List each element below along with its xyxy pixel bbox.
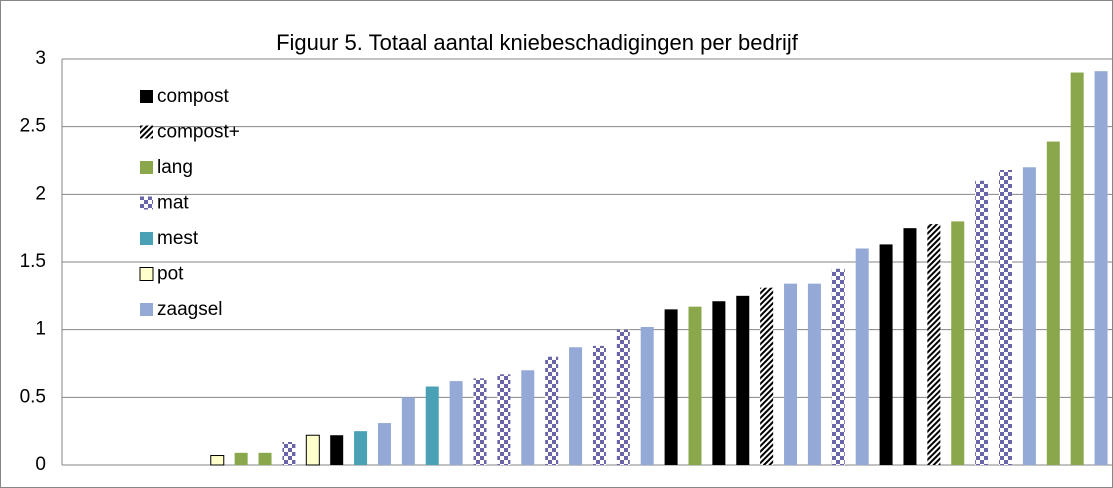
bar <box>999 169 1013 465</box>
bar <box>640 326 654 465</box>
bar <box>330 435 344 465</box>
bar <box>879 244 893 465</box>
legend-swatch <box>140 303 153 316</box>
bar <box>354 431 368 465</box>
bar <box>425 386 439 465</box>
bar <box>1046 141 1060 465</box>
bar <box>449 381 463 465</box>
bar <box>903 228 917 465</box>
legend-label: mat <box>157 193 189 214</box>
y-tick-label: 3 <box>35 48 46 69</box>
bar <box>305 434 320 466</box>
bar <box>377 423 391 465</box>
bar <box>545 356 559 465</box>
y-tick-label: 1.5 <box>20 251 46 272</box>
y-tick-label: 2.5 <box>20 116 46 137</box>
bar <box>760 287 774 465</box>
legend-label: lang <box>157 157 193 178</box>
legend-label: compost <box>157 86 230 107</box>
legend-label: pot <box>157 264 184 285</box>
bar <box>616 329 630 465</box>
y-tick-label: 0 <box>35 454 46 475</box>
bar <box>282 441 296 465</box>
bar <box>1070 72 1084 466</box>
bar <box>401 397 415 465</box>
bar <box>736 295 750 465</box>
bar <box>951 221 965 465</box>
legend-swatch <box>140 125 153 139</box>
bar <box>1094 71 1108 466</box>
legend-label: compost+ <box>157 122 240 143</box>
legend-label: mest <box>157 228 199 249</box>
bar <box>927 224 941 465</box>
bar <box>688 306 702 465</box>
bar <box>1022 167 1036 465</box>
bar <box>569 347 583 465</box>
bar <box>497 374 511 465</box>
bar <box>521 370 535 465</box>
legend-swatch <box>139 267 154 281</box>
y-tick-label: 0.5 <box>20 386 46 407</box>
chart-title: Figuur 5. Totaal aantal kniebeschadiging… <box>276 30 799 55</box>
bar <box>664 309 678 465</box>
bar <box>712 301 726 465</box>
bar <box>592 345 606 465</box>
legend-swatch <box>140 232 153 245</box>
bar <box>807 283 821 465</box>
bar <box>210 455 225 466</box>
bar <box>784 283 798 465</box>
bar <box>234 452 248 465</box>
bar <box>831 268 845 465</box>
y-tick-label: 1 <box>35 319 46 340</box>
legend-swatch <box>140 161 153 174</box>
bar <box>855 248 869 465</box>
bar <box>258 452 272 465</box>
legend-swatch <box>140 90 153 103</box>
bar <box>975 180 989 466</box>
legend-label: zaagsel <box>157 299 223 320</box>
bar <box>473 378 487 465</box>
legend-swatch <box>140 196 153 210</box>
y-tick-label: 2 <box>35 183 46 204</box>
